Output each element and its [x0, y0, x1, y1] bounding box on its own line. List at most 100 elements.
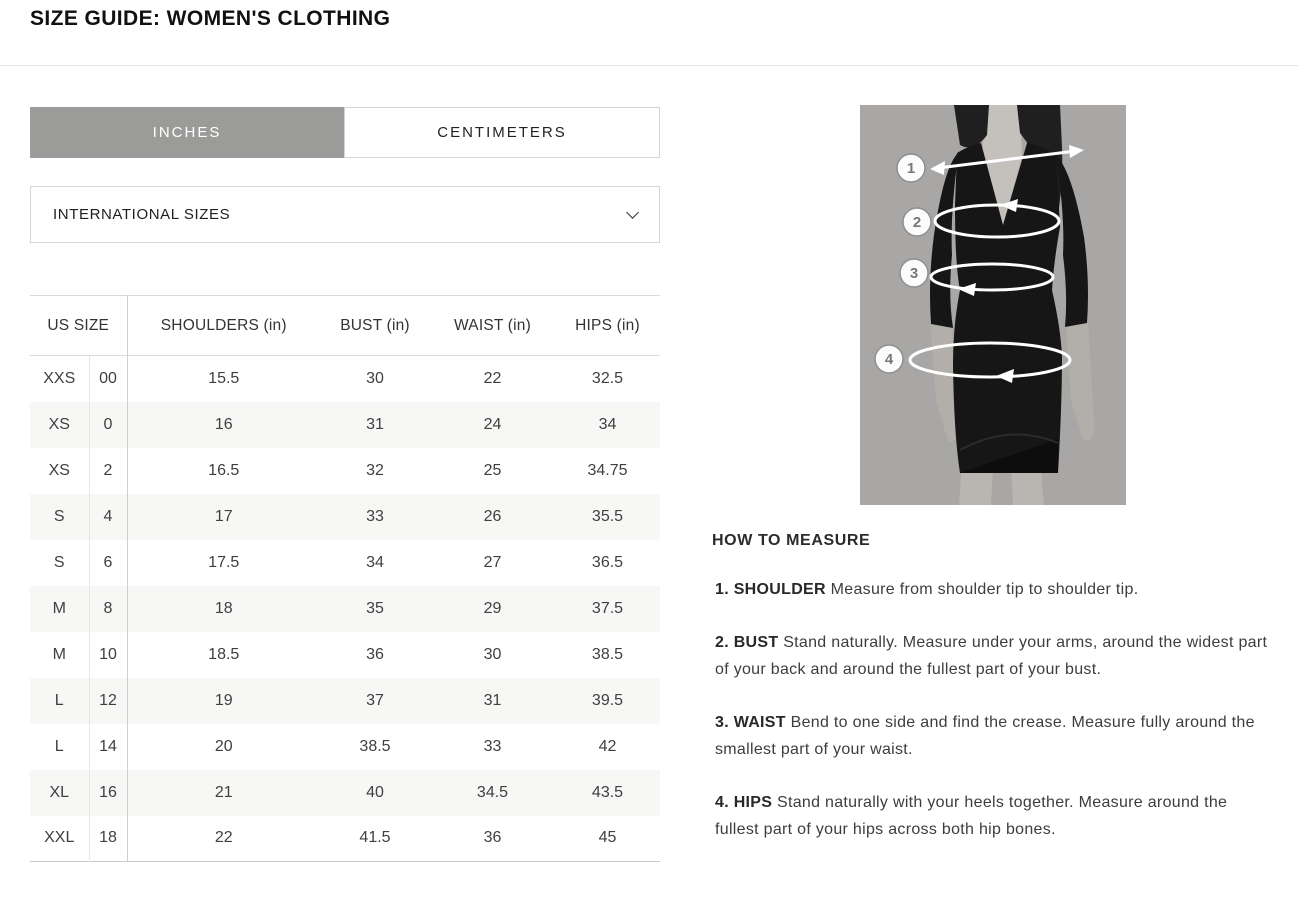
cell-bust: 32 — [366, 461, 384, 479]
table-row: XXL 18 22 41.5 36 45 — [30, 815, 660, 862]
svg-text:2: 2 — [913, 214, 921, 231]
cell-waist: 31 — [483, 691, 502, 709]
cell-us: 0 — [88, 401, 128, 448]
cell-us: 4 — [88, 493, 128, 540]
cell-waist: 33 — [483, 737, 502, 755]
table-row: L 14 20 38.5 33 42 — [30, 723, 660, 770]
cell-waist: 29 — [483, 599, 502, 617]
table-row: XS 2 16.5 32 25 34.75 — [30, 447, 660, 494]
table-row: S 4 17 33 26 35.5 — [30, 493, 660, 540]
cell-bust: 35 — [366, 599, 384, 617]
measure-step-label: 3. WAIST — [715, 714, 786, 731]
cell-waist: 36 — [483, 829, 502, 847]
cell-hips: 37.5 — [591, 599, 624, 617]
marker-1: 1 — [896, 153, 926, 183]
col-header-hips: HIPS (in) — [555, 295, 660, 356]
measure-step-label: 2. BUST — [715, 634, 779, 651]
chevron-down-icon — [626, 205, 639, 219]
cell-waist: 22 — [483, 369, 502, 387]
cell-hips: 36.5 — [591, 553, 624, 571]
unit-tabs: INCHES CENTIMETERS — [30, 107, 660, 158]
cell-size: S — [53, 553, 65, 571]
cell-size: XL — [49, 783, 70, 801]
cell-bust: 31 — [366, 415, 384, 433]
size-table: US SIZE SHOULDERS (in) BUST (in) WAIST (… — [30, 295, 660, 862]
col-header-shoulders: SHOULDERS (in) — [127, 295, 320, 356]
cell-waist: 26 — [483, 507, 502, 525]
col-header-waist: WAIST (in) — [430, 295, 555, 356]
table-row: S 6 17.5 34 27 36.5 — [30, 539, 660, 586]
cell-size: M — [52, 599, 66, 617]
tab-centimeters[interactable]: CENTIMETERS — [344, 107, 660, 158]
cell-bust: 30 — [366, 369, 384, 387]
cell-size: L — [54, 737, 64, 755]
measure-step: 3. WAIST Bend to one side and find the c… — [715, 714, 1255, 758]
cell-bust: 37 — [366, 691, 384, 709]
marker-2: 2 — [902, 207, 932, 237]
table-row: XL 16 21 40 34.5 43.5 — [30, 769, 660, 816]
cell-shoulders: 17 — [214, 507, 233, 525]
cell-shoulders: 18 — [214, 599, 233, 617]
cell-waist: 27 — [483, 553, 502, 571]
marker-3: 3 — [899, 258, 929, 288]
title-divider — [0, 65, 1298, 66]
svg-text:4: 4 — [885, 351, 894, 368]
cell-size: S — [53, 507, 65, 525]
cell-hips: 32.5 — [591, 369, 624, 387]
svg-text:3: 3 — [910, 265, 918, 282]
cell-shoulders: 21 — [214, 783, 233, 801]
cell-us: 18 — [88, 815, 128, 862]
table-row: M 8 18 35 29 37.5 — [30, 585, 660, 632]
cell-hips: 35.5 — [591, 507, 624, 525]
table-row: M 10 18.5 36 30 38.5 — [30, 631, 660, 678]
cell-us: 14 — [88, 723, 128, 770]
cell-us: 12 — [88, 677, 128, 724]
measure-steps: 1. SHOULDER Measure from shoulder tip to… — [712, 576, 1274, 843]
cell-waist: 34.5 — [476, 783, 509, 801]
cell-bust: 34 — [366, 553, 384, 571]
dress-figure-graphic: 1 2 3 4 — [860, 105, 1126, 505]
cell-us: 16 — [88, 769, 128, 816]
page-title: SIZE GUIDE: WOMEN'S CLOTHING — [30, 7, 391, 30]
cell-us: 00 — [88, 355, 128, 402]
tab-inches[interactable]: INCHES — [30, 107, 344, 158]
cell-hips: 34 — [598, 415, 617, 433]
col-header-us-size: US SIZE — [30, 295, 128, 356]
cell-bust: 33 — [366, 507, 384, 525]
cell-bust: 40 — [366, 783, 384, 801]
cell-shoulders: 15.5 — [208, 369, 240, 387]
cell-bust: 38.5 — [359, 737, 391, 755]
marker-4: 4 — [874, 344, 904, 374]
cell-shoulders: 17.5 — [208, 553, 240, 571]
cell-shoulders: 16.5 — [208, 461, 240, 479]
table-row: XS 0 16 31 24 34 — [30, 401, 660, 448]
cell-hips: 43.5 — [591, 783, 624, 801]
svg-text:1: 1 — [907, 160, 915, 177]
cell-shoulders: 22 — [214, 829, 233, 847]
cell-hips: 42 — [598, 737, 617, 755]
table-row: L 12 19 37 31 39.5 — [30, 677, 660, 724]
international-sizes-dropdown[interactable]: INTERNATIONAL SIZES — [30, 186, 660, 243]
measurement-figure-image: 1 2 3 4 — [860, 105, 1126, 505]
cell-waist: 24 — [483, 415, 502, 433]
cell-us: 8 — [88, 585, 128, 632]
cell-hips: 38.5 — [591, 645, 624, 663]
cell-size: XXL — [44, 829, 75, 847]
cell-shoulders: 19 — [214, 691, 233, 709]
dropdown-selected-value: INTERNATIONAL SIZES — [53, 206, 231, 223]
cell-waist: 30 — [483, 645, 502, 663]
measure-step-label: 4. HIPS — [715, 794, 773, 811]
table-header-row: US SIZE SHOULDERS (in) BUST (in) WAIST (… — [30, 295, 660, 356]
cell-hips: 45 — [598, 829, 617, 847]
cell-us: 2 — [88, 447, 128, 494]
how-to-measure-heading: HOW TO MEASURE — [712, 532, 871, 549]
cell-hips: 39.5 — [591, 691, 624, 709]
cell-bust: 36 — [366, 645, 384, 663]
table-row: XXS 00 15.5 30 22 32.5 — [30, 355, 660, 402]
cell-size: XS — [48, 415, 70, 433]
cell-size: L — [54, 691, 64, 709]
measure-step: 4. HIPS Stand naturally with your heels … — [715, 794, 1228, 838]
cell-size: XS — [48, 461, 70, 479]
measure-step-label: 1. SHOULDER — [715, 581, 826, 598]
cell-shoulders: 16 — [214, 415, 233, 433]
